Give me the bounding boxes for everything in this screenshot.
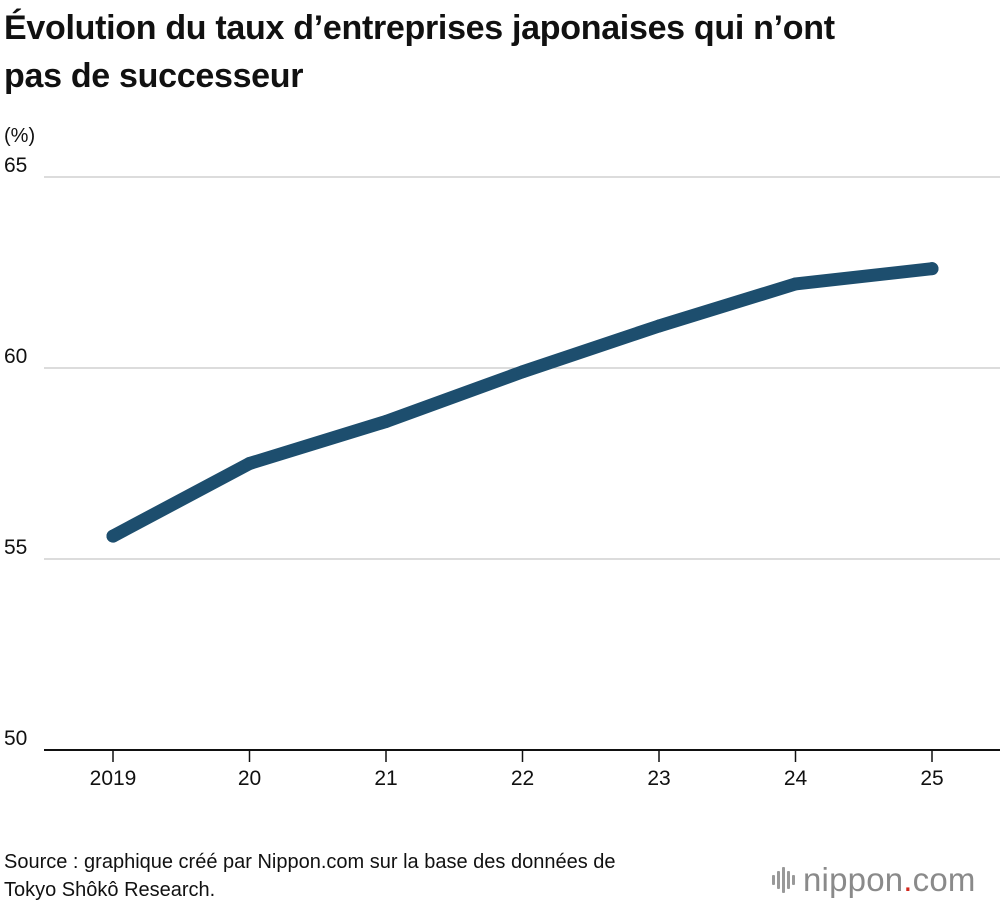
series-layer	[106, 262, 939, 543]
y-tick-label: 50	[4, 727, 27, 750]
x-tick-label: 25	[920, 767, 943, 790]
source-line-2: Tokyo Shôkô Research.	[4, 879, 216, 901]
source-note: Source : graphique créé par Nippon.com s…	[4, 848, 616, 904]
logo-dot: .	[903, 861, 913, 898]
data-point	[789, 277, 802, 291]
gridlines	[44, 176, 1000, 751]
chart-title-line-1: Évolution du taux d’entreprises japonais…	[4, 9, 835, 47]
x-tick-label: 2019	[90, 767, 137, 790]
y-axis-unit-label: (%)	[4, 125, 35, 147]
nippon-logo: nippon.com	[772, 860, 976, 900]
data-point	[652, 319, 666, 333]
series-line	[106, 262, 939, 543]
logo-bars-icon	[772, 867, 795, 893]
logo-text: nippon.com	[803, 861, 976, 899]
x-tick-label: 20	[238, 767, 261, 790]
line-chart: (%) 50 55 60 65 2019 20 21 22 23 24 25	[4, 125, 1000, 790]
y-tick-label: 60	[4, 345, 27, 368]
data-point	[243, 457, 256, 470]
data-point	[106, 529, 120, 543]
y-axis-ticks: 50 55 60 65	[4, 154, 27, 750]
x-tick-label: 23	[647, 767, 670, 790]
chart-title-line-2: pas de successeur	[4, 57, 304, 95]
logo-name: nippon	[803, 861, 904, 898]
source-line-1: Source : graphique créé par Nippon.com s…	[4, 851, 616, 873]
x-tick-label: 24	[784, 767, 808, 790]
x-tick-label: 22	[511, 767, 534, 790]
y-tick-label: 55	[4, 536, 27, 559]
data-point	[379, 414, 393, 428]
x-tick-label: 21	[374, 767, 397, 790]
y-tick-label: 65	[4, 154, 27, 177]
logo-suffix: com	[912, 861, 976, 898]
data-point	[516, 365, 529, 379]
data-point	[925, 262, 939, 276]
x-axis-ticks: 2019 20 21 22 23 24 25	[90, 750, 944, 790]
chart-title: Évolution du taux d’entreprises japonais…	[4, 4, 994, 100]
